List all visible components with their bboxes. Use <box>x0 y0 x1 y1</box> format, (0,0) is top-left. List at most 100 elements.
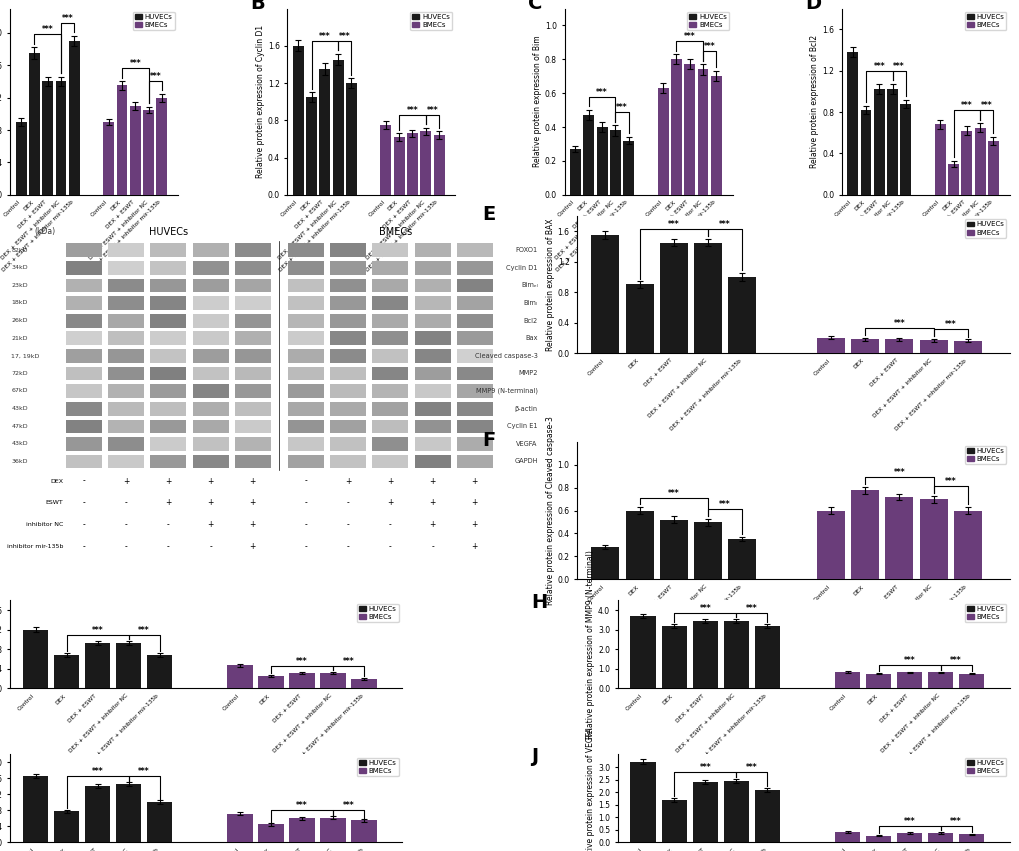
Bar <box>958 674 983 688</box>
Text: ***: *** <box>338 32 351 41</box>
Bar <box>258 825 283 842</box>
Bar <box>319 69 330 195</box>
FancyBboxPatch shape <box>65 243 102 257</box>
Text: -: - <box>304 520 307 529</box>
FancyBboxPatch shape <box>65 402 102 415</box>
FancyBboxPatch shape <box>457 243 492 257</box>
Text: 47kD: 47kD <box>11 424 28 429</box>
Bar <box>948 163 958 195</box>
FancyBboxPatch shape <box>414 437 450 451</box>
Text: B: B <box>251 0 265 13</box>
FancyBboxPatch shape <box>65 437 102 451</box>
Bar <box>352 820 376 842</box>
Text: ***: *** <box>407 106 418 115</box>
FancyBboxPatch shape <box>372 243 408 257</box>
FancyBboxPatch shape <box>108 385 144 398</box>
Text: +: + <box>207 520 214 529</box>
Text: DEX: DEX <box>50 478 63 483</box>
FancyBboxPatch shape <box>287 437 323 451</box>
Text: ***: *** <box>667 220 679 229</box>
FancyBboxPatch shape <box>287 332 323 346</box>
FancyBboxPatch shape <box>330 349 366 363</box>
FancyBboxPatch shape <box>372 420 408 433</box>
FancyBboxPatch shape <box>414 314 450 328</box>
Bar <box>693 522 721 580</box>
Bar <box>671 60 681 195</box>
Text: ***: *** <box>699 603 710 613</box>
FancyBboxPatch shape <box>150 402 186 415</box>
FancyBboxPatch shape <box>234 314 271 328</box>
Bar <box>953 340 981 353</box>
Bar <box>625 284 653 353</box>
Legend: HUVECs, BMECs: HUVECs, BMECs <box>357 758 398 776</box>
Text: -: - <box>209 542 212 551</box>
Bar <box>816 338 844 353</box>
Text: 67kD: 67kD <box>11 389 28 393</box>
Text: +: + <box>471 499 478 507</box>
Bar <box>865 674 891 688</box>
FancyBboxPatch shape <box>193 402 228 415</box>
Text: -: - <box>304 477 307 486</box>
FancyBboxPatch shape <box>150 437 186 451</box>
FancyBboxPatch shape <box>193 261 228 275</box>
FancyBboxPatch shape <box>330 314 366 328</box>
Text: inhibitor NC: inhibitor NC <box>25 523 63 528</box>
Text: VEGFA: VEGFA <box>516 441 537 447</box>
Text: ***: *** <box>319 32 330 41</box>
Bar <box>835 671 859 688</box>
Text: +: + <box>471 477 478 486</box>
FancyBboxPatch shape <box>457 349 492 363</box>
Text: ***: *** <box>92 625 103 635</box>
Text: F: F <box>482 431 495 450</box>
Bar <box>630 762 655 842</box>
FancyBboxPatch shape <box>457 296 492 310</box>
Text: ***: *** <box>893 468 904 477</box>
Text: +: + <box>250 520 256 529</box>
Text: β-actin: β-actin <box>515 406 537 412</box>
FancyBboxPatch shape <box>234 367 271 380</box>
Text: ***: *** <box>615 103 628 112</box>
FancyBboxPatch shape <box>150 332 186 346</box>
FancyBboxPatch shape <box>287 261 323 275</box>
Y-axis label: Relative protein expression of Bcl2: Relative protein expression of Bcl2 <box>809 35 818 168</box>
Text: 34kD: 34kD <box>11 266 28 271</box>
FancyBboxPatch shape <box>108 296 144 310</box>
Legend: HUVECs, BMECs: HUVECs, BMECs <box>410 12 451 31</box>
FancyBboxPatch shape <box>457 261 492 275</box>
FancyBboxPatch shape <box>372 437 408 451</box>
Text: ***: *** <box>944 477 956 486</box>
Y-axis label: Relative protein expression of VEGFA: Relative protein expression of VEGFA <box>586 728 595 851</box>
Bar <box>934 124 945 195</box>
Text: Cleaved caspase-3: Cleaved caspase-3 <box>475 353 537 359</box>
Text: Bimₗ: Bimₗ <box>524 300 537 306</box>
FancyBboxPatch shape <box>65 420 102 433</box>
Text: ***: *** <box>903 656 915 665</box>
Text: +: + <box>250 499 256 507</box>
Y-axis label: Relative protein expression of Cyclin D1: Relative protein expression of Cyclin D1 <box>256 25 265 178</box>
FancyBboxPatch shape <box>457 437 492 451</box>
Text: 72kD: 72kD <box>11 371 28 376</box>
Bar <box>974 128 984 195</box>
Bar <box>292 46 304 195</box>
Bar <box>54 655 79 688</box>
FancyBboxPatch shape <box>65 332 102 346</box>
Bar <box>873 89 883 195</box>
Text: +: + <box>387 477 393 486</box>
FancyBboxPatch shape <box>414 261 450 275</box>
Text: Bimₑₗ: Bimₑₗ <box>521 283 537 288</box>
FancyBboxPatch shape <box>150 296 186 310</box>
FancyBboxPatch shape <box>108 454 144 468</box>
Bar <box>919 340 947 353</box>
Text: ***: *** <box>950 817 961 826</box>
FancyBboxPatch shape <box>414 454 450 468</box>
Text: ***: *** <box>596 89 607 97</box>
FancyBboxPatch shape <box>372 332 408 346</box>
Text: ***: *** <box>296 802 308 810</box>
FancyBboxPatch shape <box>330 385 366 398</box>
FancyBboxPatch shape <box>414 420 450 433</box>
Text: ***: *** <box>699 763 710 773</box>
Bar <box>306 97 317 195</box>
FancyBboxPatch shape <box>108 332 144 346</box>
Bar <box>850 340 878 353</box>
Bar <box>896 833 921 842</box>
